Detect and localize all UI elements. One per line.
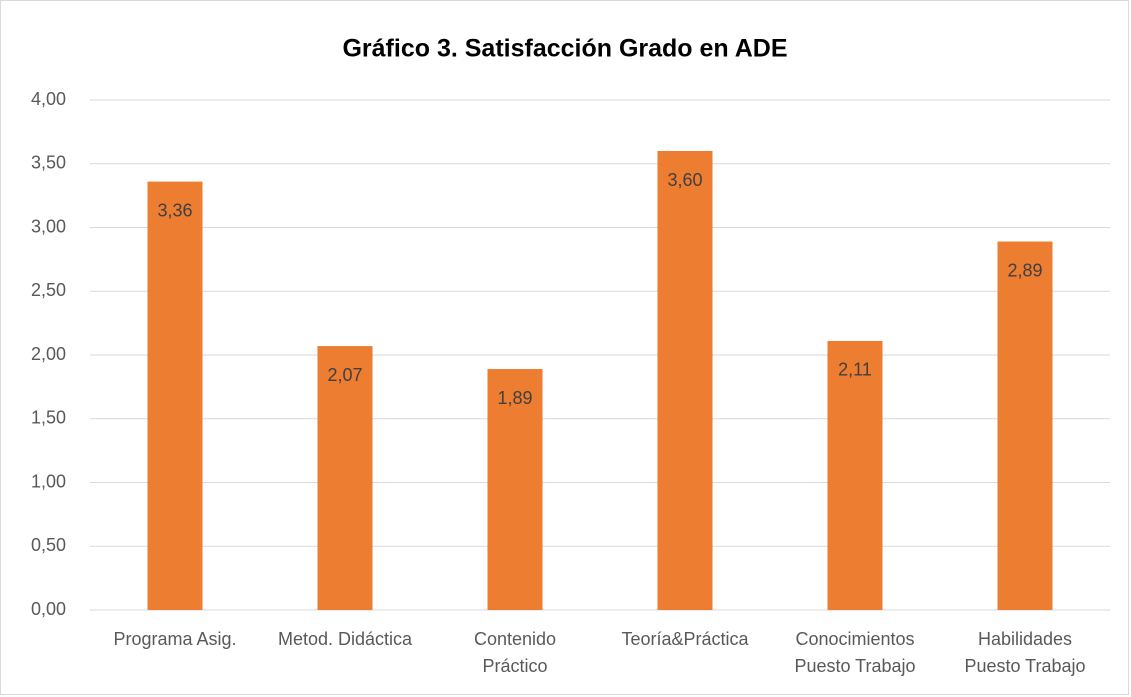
bar bbox=[657, 151, 713, 610]
bar bbox=[147, 181, 203, 610]
x-tick-label: Conocimientos Puesto Trabajo bbox=[794, 629, 916, 676]
bar bbox=[997, 241, 1053, 610]
data-label: 2,11 bbox=[838, 360, 872, 380]
x-tick-label: Contenido Práctico bbox=[473, 629, 557, 676]
x-tick-label: Metod. Didáctica bbox=[277, 629, 413, 649]
x-tick-label: Teoría&Práctica bbox=[621, 629, 749, 649]
data-label: 3,36 bbox=[157, 200, 192, 220]
y-tick-label: 3,50 bbox=[31, 153, 66, 173]
y-tick-label: 3,00 bbox=[31, 216, 66, 236]
x-tick-label: Habilidades Puesto Trabajo bbox=[964, 629, 1086, 676]
data-label: 1,89 bbox=[497, 388, 532, 408]
data-label: 2,07 bbox=[327, 365, 362, 385]
y-tick-label: 4,00 bbox=[31, 89, 66, 109]
bar bbox=[827, 340, 883, 610]
chart-title: Gráfico 3. Satisfacción Grado en ADE bbox=[342, 35, 787, 63]
y-tick-label: 0,50 bbox=[31, 535, 66, 555]
y-tick-label: 2,00 bbox=[31, 344, 66, 364]
data-label: 2,89 bbox=[1007, 260, 1042, 280]
bar bbox=[487, 369, 543, 610]
y-tick-label: 1,50 bbox=[31, 408, 66, 428]
x-tick-label: Programa Asig. bbox=[113, 629, 237, 649]
bar bbox=[317, 346, 373, 610]
y-tick-label: 2,50 bbox=[31, 280, 66, 300]
y-tick-label: 1,00 bbox=[31, 471, 66, 491]
y-tick-label: 0,00 bbox=[31, 599, 66, 619]
data-label: 3,60 bbox=[667, 170, 702, 190]
